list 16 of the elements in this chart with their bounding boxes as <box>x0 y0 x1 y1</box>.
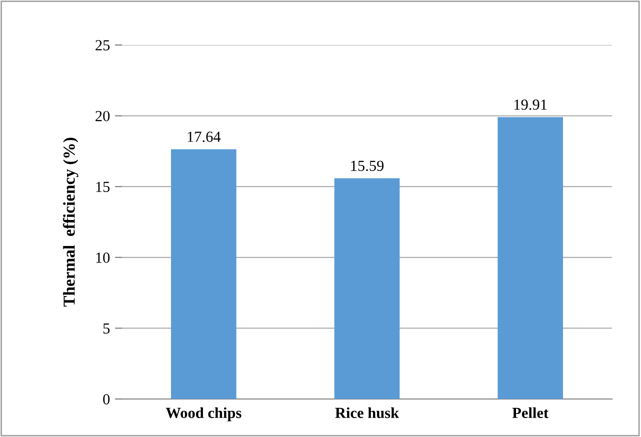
x-tick-label: Wood chips <box>166 407 242 422</box>
y-tick-label: 25 <box>96 40 110 50</box>
bar <box>498 117 563 399</box>
x-tick-label: Rice husk <box>335 407 400 418</box>
y-tick-label: 15 <box>96 182 110 192</box>
bar <box>334 178 400 399</box>
y-tick-label: 5 <box>103 323 110 334</box>
y-axis-title: Thermal efficiency (%) <box>62 138 78 307</box>
y-tick-label: 20 <box>96 110 110 122</box>
data-label: 15.59 <box>351 160 384 172</box>
x-tick-label: Pellet <box>512 407 548 418</box>
data-label: 17.64 <box>188 132 221 142</box>
bar <box>171 149 236 399</box>
data-label: 19.91 <box>514 100 547 110</box>
y-tick-label: 10 <box>96 252 110 263</box>
y-tick-label: 0 <box>103 394 110 404</box>
